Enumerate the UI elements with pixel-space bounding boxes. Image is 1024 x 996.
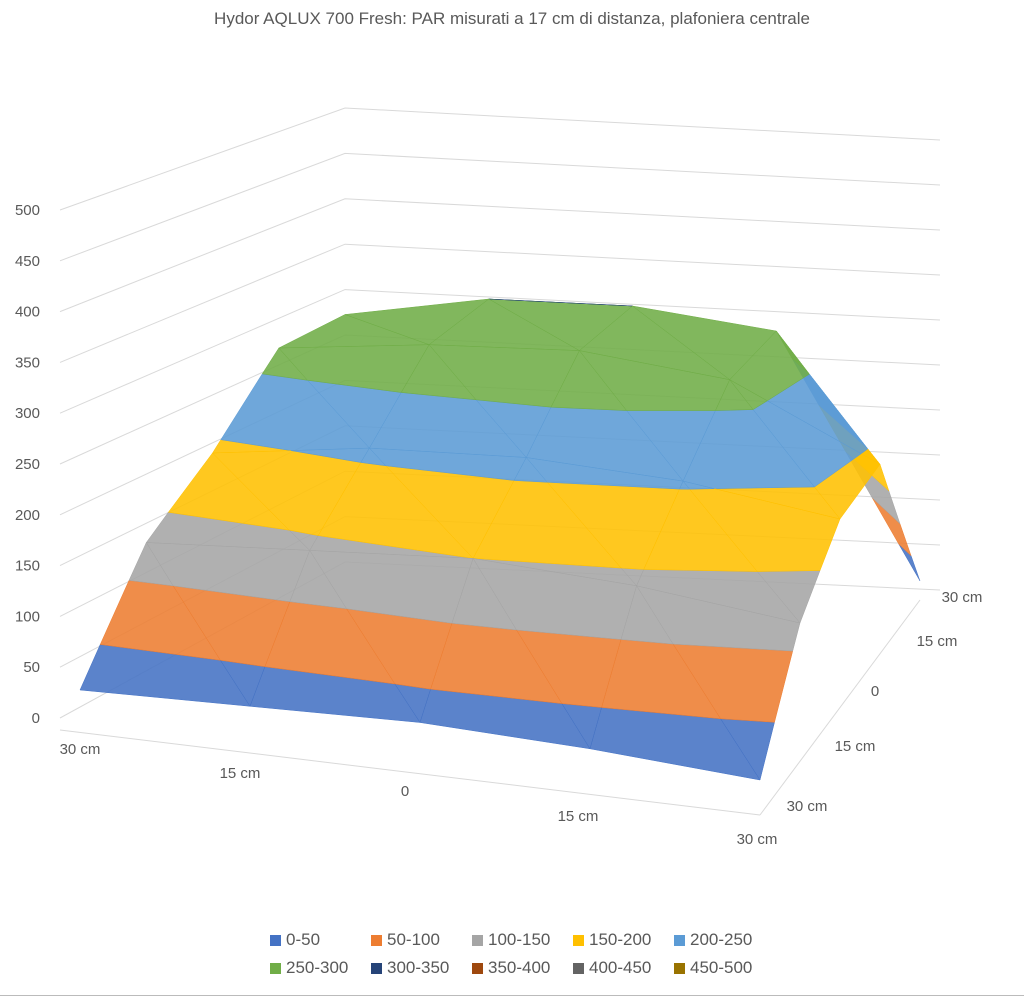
legend-swatch xyxy=(270,934,281,946)
z-tick-label: 400 xyxy=(15,304,40,321)
legend-item: 450-500 xyxy=(674,958,767,978)
surface-band-250-300 xyxy=(715,379,754,411)
legend-item: 250-300 xyxy=(270,958,363,978)
legend-label: 150-200 xyxy=(589,930,652,949)
legend-item: 400-450 xyxy=(573,958,666,978)
z-tick-label: 450 xyxy=(15,253,40,270)
z-tick-label: 200 xyxy=(15,507,40,524)
x-tick-label: 30 cm xyxy=(737,831,778,848)
legend-swatch xyxy=(371,962,382,974)
legend-swatch xyxy=(674,962,685,974)
legend-item: 100-150 xyxy=(472,930,565,950)
legend: 0-50 50-100 100-150 150-200 200-250 250-300 30… xyxy=(270,930,790,986)
z-tick-label: 50 xyxy=(23,659,40,676)
legend-swatch xyxy=(472,962,483,974)
surface-band-100-150 xyxy=(128,541,174,587)
legend-label: 300-350 xyxy=(387,958,450,977)
gridline xyxy=(59,198,941,313)
gridline xyxy=(59,107,941,211)
legend-label: 100-150 xyxy=(488,930,551,949)
legend-swatch xyxy=(270,962,281,974)
surface-band-0-50 xyxy=(898,543,921,582)
legend-swatch xyxy=(472,934,483,946)
legend-label: 400-450 xyxy=(589,958,652,977)
legend-item: 350-400 xyxy=(472,958,565,978)
legend-label: 350-400 xyxy=(488,958,551,977)
z-tick-label: 500 xyxy=(15,202,40,219)
surface-band-200-250 xyxy=(513,457,548,483)
depth-tick-label: 15 cm xyxy=(835,738,876,755)
legend-swatch xyxy=(573,962,584,974)
z-tick-label: 0 xyxy=(32,710,40,727)
legend-item: 200-250 xyxy=(674,930,767,950)
surface-band-100-150 xyxy=(289,549,348,610)
z-tick-label: 250 xyxy=(15,456,40,473)
legend-swatch xyxy=(573,934,584,946)
depth-tick-label: 30 cm xyxy=(787,798,828,815)
legend-swatch xyxy=(674,934,685,946)
x-tick-label: 15 cm xyxy=(558,808,599,825)
depth-axis-line xyxy=(759,599,921,816)
surface-band-250-300 xyxy=(400,344,477,401)
legend-swatch xyxy=(371,934,382,946)
surface-band-200-250 xyxy=(679,480,691,490)
x-tick-label: 0 xyxy=(401,783,409,800)
legend-item: 0-50 xyxy=(270,930,363,950)
legend-item: 300-350 xyxy=(371,958,464,978)
surface-band-200-250 xyxy=(360,447,387,467)
chart-title: Hydor AQLUX 700 Fresh: PAR misurati a 17… xyxy=(214,9,810,28)
depth-tick-label: 30 cm xyxy=(942,589,983,606)
surface-band-100-150 xyxy=(451,557,517,631)
x-axis-line xyxy=(59,729,761,816)
surface-band-150-200 xyxy=(167,452,290,531)
z-tick-label: 350 xyxy=(15,354,40,371)
depth-tick-label: 15 cm xyxy=(917,633,958,650)
z-tick-label: 300 xyxy=(15,405,40,422)
gridline xyxy=(59,243,941,363)
depth-tick-label: 0 xyxy=(871,683,879,700)
surface-band-100-150 xyxy=(620,585,674,645)
legend-label: 250-300 xyxy=(286,958,349,977)
z-tick-label: 150 xyxy=(15,558,40,575)
legend-label: 450-500 xyxy=(690,958,753,977)
surface-band-250-300 xyxy=(261,347,309,381)
gridline xyxy=(59,152,941,262)
gridline xyxy=(59,289,941,414)
legend-item: 50-100 xyxy=(371,930,464,950)
legend-label: 200-250 xyxy=(690,930,753,949)
x-tick-label: 15 cm xyxy=(220,765,261,782)
legend-item: 150-200 xyxy=(573,930,666,950)
legend-label: 50-100 xyxy=(387,930,440,949)
legend-label: 0-50 xyxy=(286,930,321,949)
z-tick-label: 100 xyxy=(15,608,40,625)
x-tick-label: 30 cm xyxy=(60,741,101,758)
surface-band-250-300 xyxy=(550,350,628,411)
